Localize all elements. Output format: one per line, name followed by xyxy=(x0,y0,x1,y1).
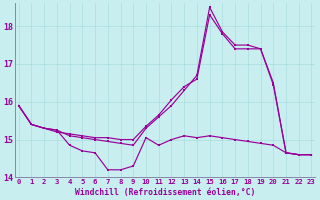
X-axis label: Windchill (Refroidissement éolien,°C): Windchill (Refroidissement éolien,°C) xyxy=(75,188,255,197)
